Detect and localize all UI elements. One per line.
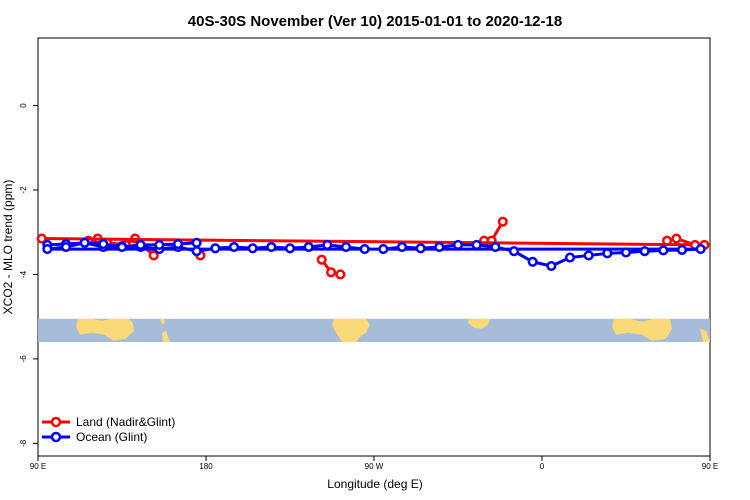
y-tick-label: -2	[19, 186, 28, 194]
data-point	[602, 248, 613, 259]
data-point	[340, 241, 352, 253]
data-point	[172, 238, 184, 250]
data-point	[316, 254, 327, 265]
data-point	[497, 216, 508, 227]
data-point	[378, 244, 389, 255]
y-axis-label: XCO2 - MLO trend (ppm)	[1, 180, 15, 315]
x-tick-label: 90 E	[702, 462, 718, 471]
data-point	[36, 233, 47, 244]
x-tick-label: 180	[199, 462, 213, 471]
legend-land-label: Land (Nadir&Glint)	[76, 415, 175, 429]
series-ocean	[42, 237, 706, 272]
map-band	[38, 318, 710, 342]
landmass-shape	[160, 318, 165, 325]
y-axis-ticks: 0 -2 -4 -6 -8	[19, 103, 38, 447]
landmass-shape	[468, 318, 490, 329]
data-point	[154, 239, 165, 250]
data-point	[564, 252, 576, 263]
data-point	[359, 244, 370, 255]
data-point	[191, 237, 202, 248]
data-point	[303, 241, 314, 253]
series-layer	[36, 216, 710, 280]
legend-ocean-label: Ocean (Glint)	[76, 430, 147, 444]
data-point	[546, 260, 557, 272]
data-point	[671, 233, 682, 244]
landmass-shape	[612, 318, 672, 341]
data-point	[247, 243, 258, 254]
x-tick-label: 0	[540, 462, 545, 471]
legend: Land (Nadir&Glint) Ocean (Glint)	[42, 415, 175, 444]
chart-title: 40S-30S November (Ver 10) 2015-01-01 to …	[188, 13, 562, 30]
data-point	[471, 239, 482, 250]
data-point	[228, 241, 240, 253]
map-land	[76, 318, 710, 342]
data-point	[415, 243, 426, 254]
data-point	[98, 238, 109, 250]
y-tick-label: -8	[19, 439, 28, 447]
data-point	[434, 241, 445, 253]
data-point	[620, 247, 632, 258]
landmass-shape	[76, 318, 134, 341]
data-point	[42, 244, 53, 255]
y-tick-label: -6	[19, 355, 28, 363]
data-point	[135, 239, 146, 250]
data-point	[60, 241, 72, 253]
data-point	[116, 241, 128, 253]
data-point	[210, 243, 221, 254]
data-point	[191, 246, 202, 257]
landmass-shape	[700, 328, 710, 342]
data-point	[658, 245, 669, 256]
x-axis-label: Longitude (deg E)	[327, 477, 422, 491]
data-point	[335, 269, 346, 280]
legend-land-marker	[50, 416, 62, 428]
data-point	[326, 267, 337, 278]
data-point	[396, 241, 408, 253]
data-point	[695, 244, 706, 255]
data-point	[322, 239, 333, 250]
landmass-shape	[162, 330, 170, 342]
data-point	[79, 237, 90, 248]
map-ocean	[38, 318, 710, 342]
legend-ocean-marker	[50, 431, 62, 443]
data-point	[583, 250, 594, 261]
data-point	[508, 246, 520, 257]
data-point	[527, 256, 538, 267]
x-tick-label: 90 E	[30, 462, 46, 471]
data-point	[266, 241, 277, 253]
landmass-shape	[332, 318, 370, 342]
data-point	[639, 246, 650, 257]
data-point	[452, 239, 464, 250]
y-tick-label: -4	[19, 270, 28, 278]
x-axis-ticks: 90 E 180 90 W 0 90 E	[30, 456, 718, 471]
data-point	[490, 241, 501, 253]
data-point	[676, 244, 688, 256]
y-tick-label: 0	[19, 103, 28, 108]
data-point	[148, 250, 159, 261]
data-point	[662, 235, 673, 246]
data-point	[284, 243, 296, 254]
x-tick-label: 90 W	[365, 462, 384, 471]
